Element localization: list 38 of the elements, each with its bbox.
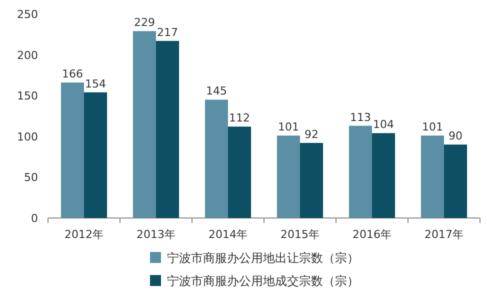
data-label: 101 (278, 120, 299, 134)
y-tick-label: 150 (17, 90, 38, 103)
data-label: 166 (62, 68, 83, 81)
bar (372, 133, 396, 218)
x-tick-label: 2017年 (424, 228, 464, 241)
x-tick-label: 2014年 (208, 228, 248, 241)
bar (348, 126, 372, 218)
x-tick-label: 2016年 (352, 228, 392, 241)
bar (60, 82, 84, 218)
y-tick-label: 50 (24, 171, 38, 184)
bar (84, 92, 108, 218)
y-tick-label: 100 (17, 130, 38, 144)
data-label: 217 (157, 26, 178, 39)
bar (156, 40, 180, 218)
x-tick-label: 2013年 (136, 228, 176, 241)
data-label: 104 (373, 118, 394, 132)
y-tick-label: 0 (31, 212, 38, 225)
x-tick-label: 2012年 (64, 228, 104, 241)
data-label: 229 (134, 16, 155, 30)
data-label: 101 (422, 120, 443, 134)
legend-label: 宁波市商服办公用地出让宗数（宗） (167, 251, 359, 265)
data-label: 112 (229, 112, 250, 125)
legend-label: 宁波市商服办公用地成交宗数（宗） (167, 274, 359, 288)
bar (420, 136, 444, 218)
data-label: 90 (448, 130, 463, 143)
y-tick-label: 200 (17, 48, 38, 62)
bar (228, 126, 252, 218)
bar (204, 100, 228, 218)
y-tick-label: 250 (17, 8, 38, 21)
x-tick-label: 2015年 (280, 228, 320, 241)
bar (300, 142, 324, 218)
bar (276, 136, 300, 218)
bar (444, 144, 468, 218)
data-label: 154 (85, 77, 106, 90)
data-label: 113 (350, 110, 371, 124)
data-label: 92 (304, 128, 319, 141)
data-label: 145 (206, 84, 227, 98)
bar (132, 31, 156, 218)
